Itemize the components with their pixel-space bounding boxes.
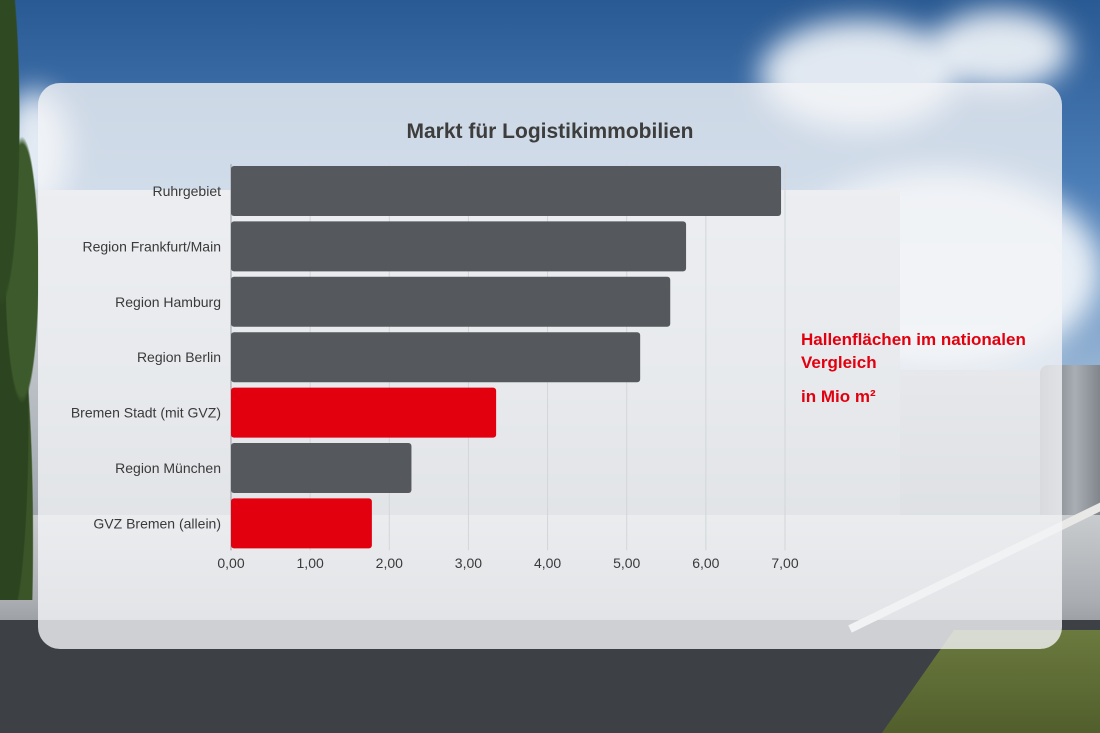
chart-title: Markt für Logistikimmobilien xyxy=(406,120,694,143)
bars xyxy=(231,166,782,549)
bar xyxy=(231,276,671,327)
category-label: Region München xyxy=(115,460,221,476)
category-label: GVZ Bremen (allein) xyxy=(93,515,221,531)
category-label: Ruhrgebiet xyxy=(153,183,222,199)
x-tick-label: 0,00 xyxy=(217,555,244,571)
bar xyxy=(231,498,372,549)
x-tick-label: 3,00 xyxy=(455,555,482,571)
bar xyxy=(231,332,641,383)
category-label: Region Frankfurt/Main xyxy=(82,238,221,254)
bar xyxy=(231,221,687,272)
x-tick-label: 6,00 xyxy=(692,555,719,571)
x-tick-label: 7,00 xyxy=(771,555,798,571)
category-labels: Ruhrgebiet Region Frankfurt/Main Region Ha… xyxy=(71,183,221,531)
x-tick-label: 2,00 xyxy=(376,555,403,571)
bar xyxy=(231,443,412,493)
category-label: Region Hamburg xyxy=(115,294,221,310)
category-label: Bremen Stadt (mit GVZ) xyxy=(71,405,221,421)
chart-annotation: Hallenflächen im nationalen Vergleich xyxy=(801,330,1026,372)
cloud xyxy=(930,10,1070,90)
x-tick-label: 1,00 xyxy=(297,555,324,571)
x-tick-label: 4,00 xyxy=(534,555,561,571)
category-label: Region Berlin xyxy=(137,349,221,365)
unit-annotation: in Mio m² xyxy=(801,387,876,406)
x-tick-labels: 0,00 1,00 2,00 3,00 4,00 5,00 6,00 7,00 xyxy=(217,555,798,571)
bar xyxy=(231,166,782,216)
x-tick-label: 5,00 xyxy=(613,555,640,571)
bar xyxy=(231,387,497,438)
